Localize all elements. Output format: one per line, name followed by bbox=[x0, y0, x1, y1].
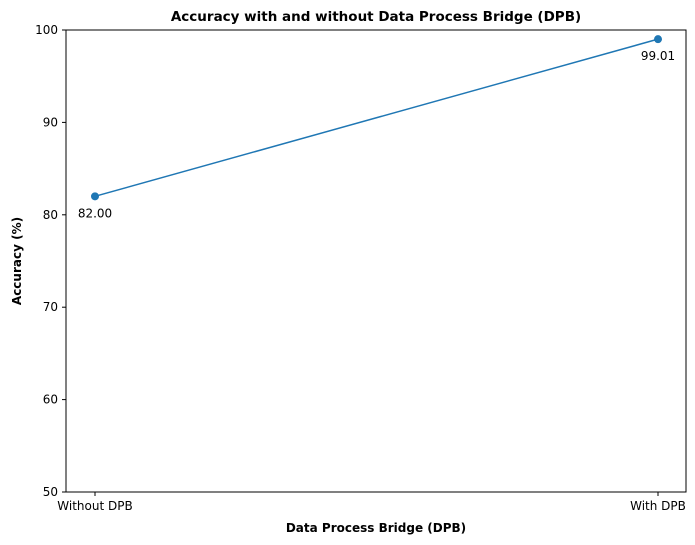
x-tick-label: Without DPB bbox=[57, 499, 132, 513]
y-axis-label: Accuracy (%) bbox=[10, 217, 24, 305]
chart-title: Accuracy with and without Data Process B… bbox=[171, 9, 581, 25]
y-axis-ticks: 50 60 70 80 90 100 bbox=[35, 23, 66, 499]
series-line bbox=[94, 38, 659, 198]
data-label: 82.00 bbox=[78, 206, 112, 220]
data-point bbox=[91, 192, 99, 201]
y-tick-label: 70 bbox=[43, 300, 58, 314]
data-point bbox=[654, 35, 662, 44]
x-axis-ticks: Without DPB With DPB bbox=[57, 492, 686, 513]
data-label: 99.01 bbox=[641, 49, 675, 63]
y-tick-label: 60 bbox=[43, 393, 58, 407]
x-axis-label: Data Process Bridge (DPB) bbox=[286, 521, 466, 535]
y-tick-label: 90 bbox=[43, 115, 58, 129]
y-tick-label: 100 bbox=[35, 23, 58, 37]
series-layer: 82.00 99.01 bbox=[78, 35, 675, 220]
y-tick-label: 50 bbox=[43, 485, 58, 499]
x-tick-label: With DPB bbox=[630, 499, 686, 513]
y-tick-label: 80 bbox=[43, 208, 58, 222]
plot-frame bbox=[65, 29, 687, 493]
